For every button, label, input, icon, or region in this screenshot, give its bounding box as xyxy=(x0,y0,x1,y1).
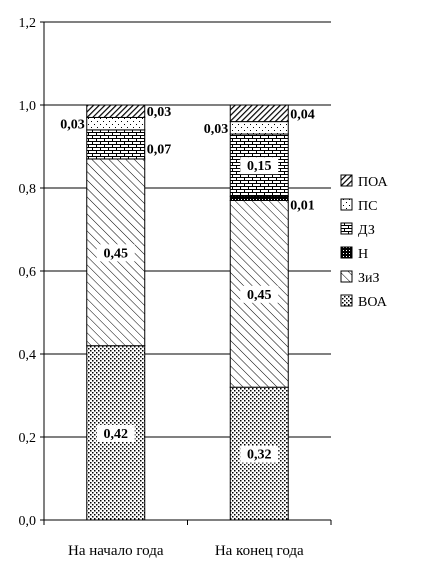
bar-segment xyxy=(229,104,289,123)
data-label: 0,45 xyxy=(247,288,272,303)
y-tick-label: 0,0 xyxy=(19,514,37,529)
legend-swatch xyxy=(340,198,353,211)
y-tick-label: 1,0 xyxy=(19,99,37,114)
y-tick-label: 0,2 xyxy=(19,431,37,446)
legend: ПОА ПС ДЗ Н ЗиЗ ВОА xyxy=(340,174,389,310)
y-tick-label: 0,6 xyxy=(19,265,37,280)
data-label: 0,03 xyxy=(204,122,229,137)
data-label-bg xyxy=(240,445,279,463)
data-label-bg xyxy=(240,285,279,303)
data-label: 0,03 xyxy=(60,118,85,133)
data-label: 0,15 xyxy=(247,159,272,174)
data-label-bg xyxy=(96,244,135,262)
y-tick-label: 0,8 xyxy=(19,182,37,197)
axes: 0,0 0,2 0,4 0,6 0,8 1,0 1,2 На начало года На ко… xyxy=(19,16,332,559)
legend-swatch xyxy=(340,222,353,235)
data-label: 0,04 xyxy=(290,107,315,122)
legend-label: ДЗ xyxy=(358,223,375,238)
data-label: 0,03 xyxy=(147,105,172,120)
legend-label: ЗиЗ xyxy=(358,271,380,286)
legend-swatch xyxy=(340,174,353,187)
bar-segment xyxy=(229,121,289,135)
data-labels: 0,42 0,45 0,07 0,03 0,03 0,32 0,45 0,01 0,15 0,03… xyxy=(60,105,315,463)
data-label: 0,45 xyxy=(104,246,129,261)
data-label: 0,32 xyxy=(247,448,272,463)
data-label: 0,07 xyxy=(147,142,172,157)
bar-segment xyxy=(86,104,146,118)
data-label-bg xyxy=(96,424,135,442)
data-label-bg xyxy=(240,157,279,175)
bar-segment xyxy=(86,129,146,160)
y-tick-label: 0,4 xyxy=(19,348,37,363)
legend-swatch xyxy=(340,246,353,259)
legend-swatch xyxy=(340,270,353,283)
legend-label: ПС xyxy=(358,199,377,214)
legend-label: Н xyxy=(358,247,368,262)
x-category-label: На конец года xyxy=(215,543,304,559)
y-tick-label: 1,2 xyxy=(19,16,37,31)
bar-segment xyxy=(229,195,289,201)
legend-label: ВОА xyxy=(358,295,388,310)
bar-segment xyxy=(86,116,146,131)
x-category-label: На начало года xyxy=(68,543,164,559)
data-label: 0,42 xyxy=(104,427,129,442)
legend-swatch xyxy=(340,294,353,307)
legend-label: ПОА xyxy=(358,175,389,190)
data-label: 0,01 xyxy=(290,198,315,213)
